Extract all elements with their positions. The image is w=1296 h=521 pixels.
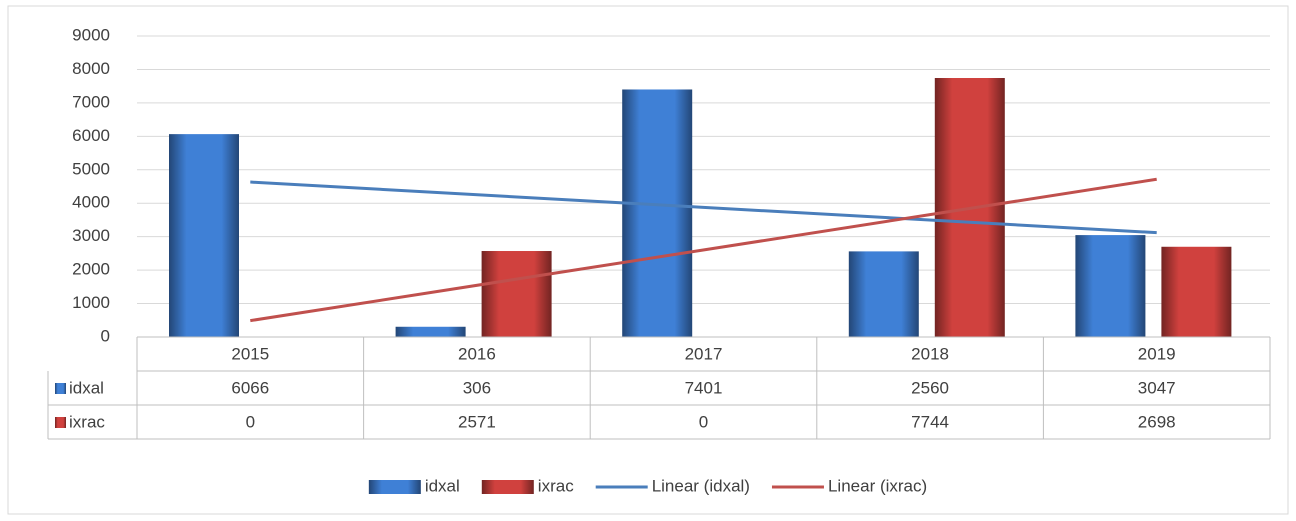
table-cell: 0 — [246, 412, 255, 431]
table-row-label: ixrac — [69, 412, 105, 431]
bar — [622, 89, 693, 338]
x-tick-label: 2019 — [1138, 344, 1176, 363]
table-cell: 6066 — [231, 378, 269, 397]
table-cell: 3047 — [1138, 378, 1176, 397]
x-tick-label: 2016 — [458, 344, 496, 363]
table-cell: 306 — [463, 378, 491, 397]
bar — [1075, 235, 1146, 337]
y-tick-label: 7000 — [72, 92, 110, 111]
legend-label: ixrac — [538, 476, 574, 495]
legend-key — [368, 480, 421, 494]
bar — [848, 251, 919, 337]
legend-label: Linear (idxal) — [652, 476, 750, 495]
x-tick-label: 2018 — [911, 344, 949, 363]
table-cell: 7401 — [685, 378, 723, 397]
y-tick-label: 8000 — [72, 59, 110, 78]
bar — [395, 326, 466, 337]
bar — [1161, 246, 1232, 337]
table-cell: 0 — [699, 412, 708, 431]
x-tick-label: 2017 — [685, 344, 723, 363]
table-cell: 2571 — [458, 412, 496, 431]
legend: idxal ixrac Linear (idxal) Linear (ixrac) — [368, 476, 927, 495]
x-tick-label: 2015 — [231, 344, 269, 363]
table-legend-key — [55, 383, 66, 394]
table-cell: 2698 — [1138, 412, 1176, 431]
y-tick-label: 2000 — [72, 260, 110, 279]
legend-label: idxal — [425, 476, 460, 495]
y-tick-label: 1000 — [72, 293, 110, 312]
table-legend-key — [55, 417, 66, 428]
bar — [169, 134, 239, 337]
y-tick-label: 4000 — [72, 193, 110, 212]
trendline — [250, 177, 1157, 323]
table-cell: 2560 — [911, 378, 949, 397]
y-tick-label: 3000 — [72, 226, 110, 245]
y-tick-label: 5000 — [72, 159, 110, 178]
y-tick-label: 0 — [101, 326, 110, 345]
legend-label: Linear (ixrac) — [828, 476, 927, 495]
trendline — [250, 180, 1157, 235]
legend-key — [481, 480, 534, 494]
y-tick-label: 9000 — [72, 25, 110, 44]
bar — [481, 251, 552, 337]
table-cell: 7744 — [911, 412, 949, 431]
table-row-label: idxal — [69, 378, 104, 397]
y-tick-label: 6000 — [72, 126, 110, 145]
